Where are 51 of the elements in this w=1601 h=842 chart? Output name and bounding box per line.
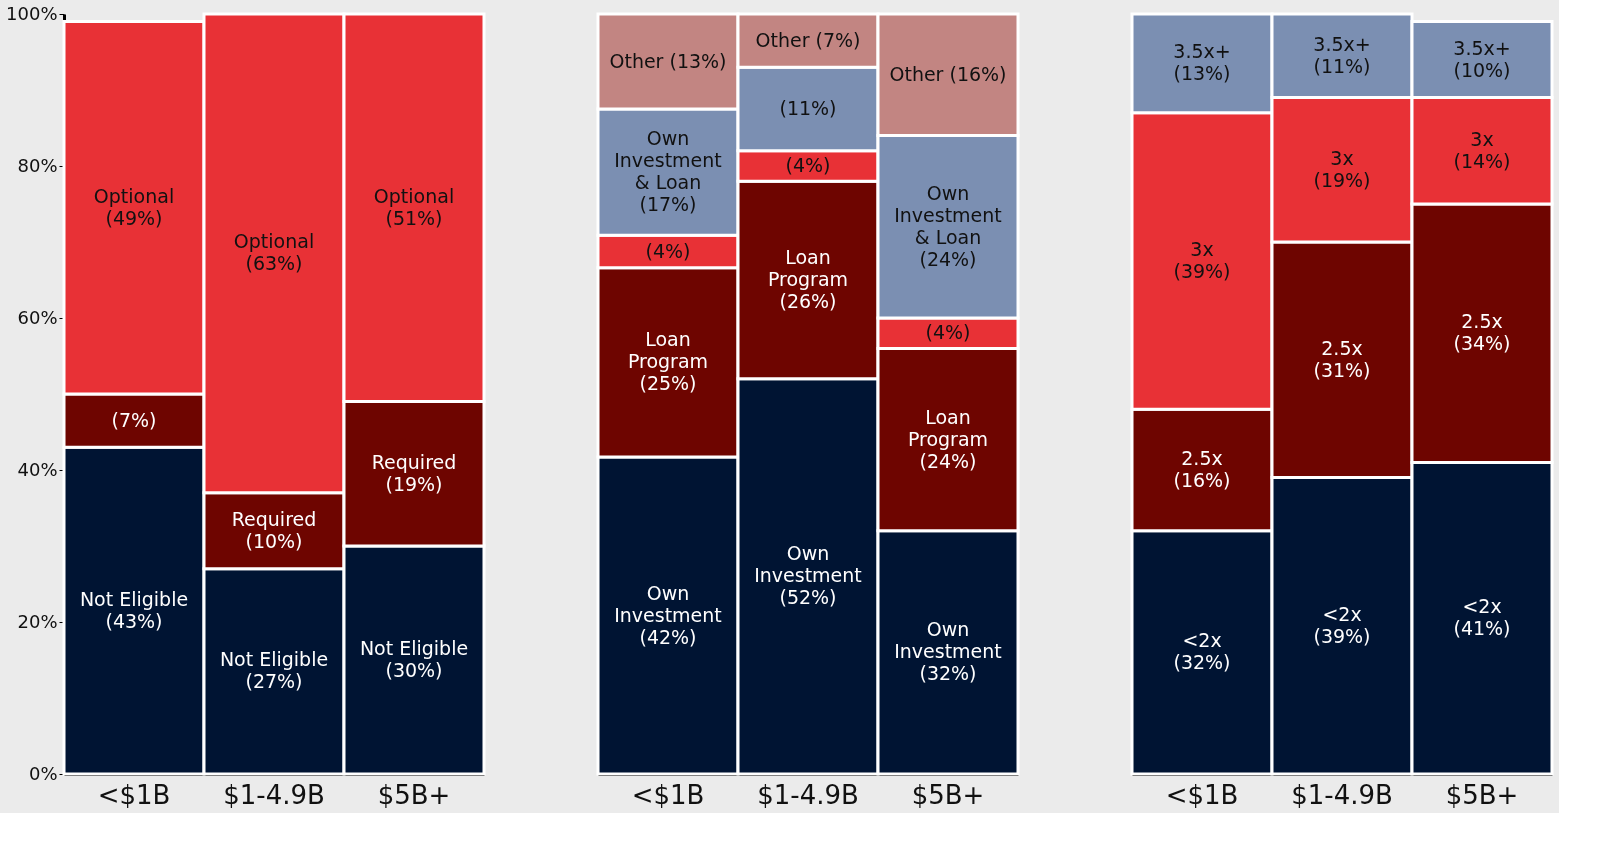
x-tick-label: $5B+ <box>377 779 451 810</box>
data-label: 2.5x (16%) <box>1173 447 1231 491</box>
data-label: 3x (19%) <box>1313 146 1371 191</box>
data-label: Other (13%) <box>609 49 727 72</box>
data-label: 3.5x+ (13%) <box>1173 40 1231 85</box>
data-label: (4%) <box>785 154 831 176</box>
data-label: Own Investment & Loan (24%) <box>894 181 1002 270</box>
data-label: (4%) <box>925 321 971 344</box>
y-tick-label: 40% <box>17 458 58 480</box>
data-label: (4%) <box>645 239 691 262</box>
data-label: Not Eligible (30%) <box>359 637 469 681</box>
x-tick-label: $1-4.9B <box>757 779 859 810</box>
data-label: Loan Program (24%) <box>907 405 989 472</box>
data-label: 2.5x (34%) <box>1453 310 1511 355</box>
y-tick-label: 60% <box>17 306 58 328</box>
data-label: Own Investment (42%) <box>614 581 722 648</box>
x-tick-label: $5B+ <box>911 779 985 810</box>
x-tick-label: <$1B <box>1165 779 1239 810</box>
data-label: Not Eligible (43%) <box>79 587 189 632</box>
data-label: Not Eligible (27%) <box>219 648 329 693</box>
data-label: 3x (14%) <box>1453 127 1511 172</box>
data-label: Optional (51%) <box>373 184 455 229</box>
data-label: 2.5x (31%) <box>1313 336 1371 381</box>
data-label: Required (19%) <box>371 450 457 495</box>
y-tick-label: 80% <box>17 154 58 176</box>
data-label: Optional (63%) <box>233 230 315 275</box>
data-label: (11%) <box>779 97 837 119</box>
data-label: 3.5x+ (11%) <box>1313 32 1371 77</box>
data-label: <2x (39%) <box>1313 602 1371 647</box>
data-label: 3x (39%) <box>1173 238 1231 282</box>
data-label: Optional (49%) <box>93 184 175 229</box>
data-label: Own Investment (32%) <box>894 618 1002 685</box>
data-label: <2x (32%) <box>1173 629 1231 674</box>
data-label: Own Investment (52%) <box>754 542 862 609</box>
data-label: 3.5x+ (10%) <box>1453 36 1511 81</box>
x-tick-label: $5B+ <box>1445 779 1519 810</box>
x-tick-label: <$1B <box>631 779 705 810</box>
data-label: <2x (41%) <box>1453 595 1511 640</box>
data-label: Loan Program (25%) <box>627 328 709 395</box>
data-label: Other (7%) <box>755 28 861 51</box>
data-label: Required (10%) <box>231 507 317 552</box>
x-tick-label: <$1B <box>97 779 171 810</box>
data-label: (7%) <box>111 408 157 431</box>
data-label: Loan Program (26%) <box>767 246 849 312</box>
y-tick-label: 20% <box>17 610 58 632</box>
y-tick-label: 100% <box>6 2 58 24</box>
data-label: Other (16%) <box>889 62 1007 85</box>
y-tick-label: 0% <box>28 762 58 784</box>
data-label: Own Investment & Loan (17%) <box>614 127 722 216</box>
x-tick-label: $1-4.9B <box>223 779 325 810</box>
x-tick-label: $1-4.9B <box>1291 779 1393 810</box>
